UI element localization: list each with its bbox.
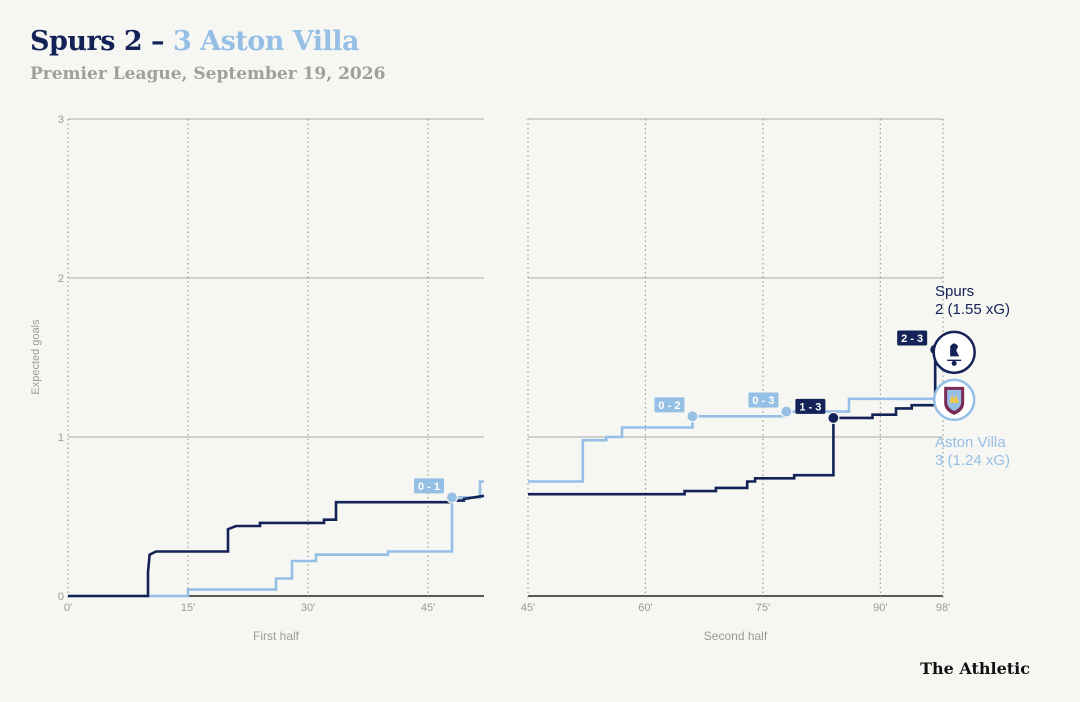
title-home-part: Spurs 2 — [30, 26, 143, 57]
score-badge — [414, 478, 444, 494]
y-tick-label: 2 — [58, 273, 64, 285]
goal-marker — [686, 410, 699, 423]
spurs-crest-icon — [932, 330, 976, 375]
score-badge — [654, 397, 685, 413]
score-badge-label: 1 - 3 — [799, 401, 821, 413]
y-tick-label: 0 — [58, 591, 64, 603]
score-badge-label: 2 - 3 — [901, 333, 923, 345]
x-tick-label: 0' — [64, 602, 72, 614]
x-tick-label: 98' — [936, 602, 950, 614]
x-tick-label: 75' — [756, 602, 770, 614]
title-away-part: 3 Aston Villa — [172, 26, 360, 57]
y-tick-label: 3 — [58, 114, 64, 126]
y-axis-label: Expected goals — [30, 319, 42, 395]
title-dash: – — [142, 26, 173, 57]
legend-home-name: Spurs — [935, 283, 974, 300]
legend-away-value: 3 (1.24 xG) — [935, 452, 1010, 469]
x-axis-label: Second half — [704, 629, 768, 643]
score-badge-label: 0 - 1 — [418, 481, 440, 493]
match-title: Spurs 2 – 3 Aston Villa — [30, 26, 360, 57]
score-badge — [748, 392, 779, 408]
y-tick-label: 1 — [58, 432, 64, 444]
goal-marker — [827, 411, 840, 425]
series-line-away — [68, 480, 484, 598]
match-subtitle: Premier League, September 19, 2026 — [30, 64, 386, 84]
x-tick-label: 45' — [421, 602, 435, 614]
legend-home-value: 2 (1.55 xG) — [935, 301, 1010, 318]
villa-crest-icon — [932, 378, 976, 422]
goal-marker — [780, 405, 793, 418]
score-badge — [795, 398, 826, 414]
villa-lion-shape — [949, 394, 960, 403]
series-line-away — [528, 397, 936, 483]
x-tick-label: 90' — [873, 602, 887, 614]
score-badge-label: 0 - 3 — [752, 395, 774, 407]
legend-away-name: Aston Villa — [935, 434, 1006, 451]
spurs-ball — [951, 360, 957, 366]
x-tick-label: 60' — [638, 602, 652, 614]
series-line-home — [528, 354, 937, 496]
score-badge-label: 0 - 2 — [658, 400, 680, 412]
goal-marker — [445, 491, 459, 504]
x-tick-label: 30' — [301, 602, 315, 614]
spurs-cockerel-shape — [950, 343, 960, 357]
x-tick-label: 45' — [521, 602, 535, 614]
score-badge — [897, 330, 928, 346]
x-tick-label: 15' — [181, 602, 195, 614]
brand-wordmark: The Athletic — [920, 659, 1030, 678]
x-axis-label: First half — [253, 629, 300, 643]
